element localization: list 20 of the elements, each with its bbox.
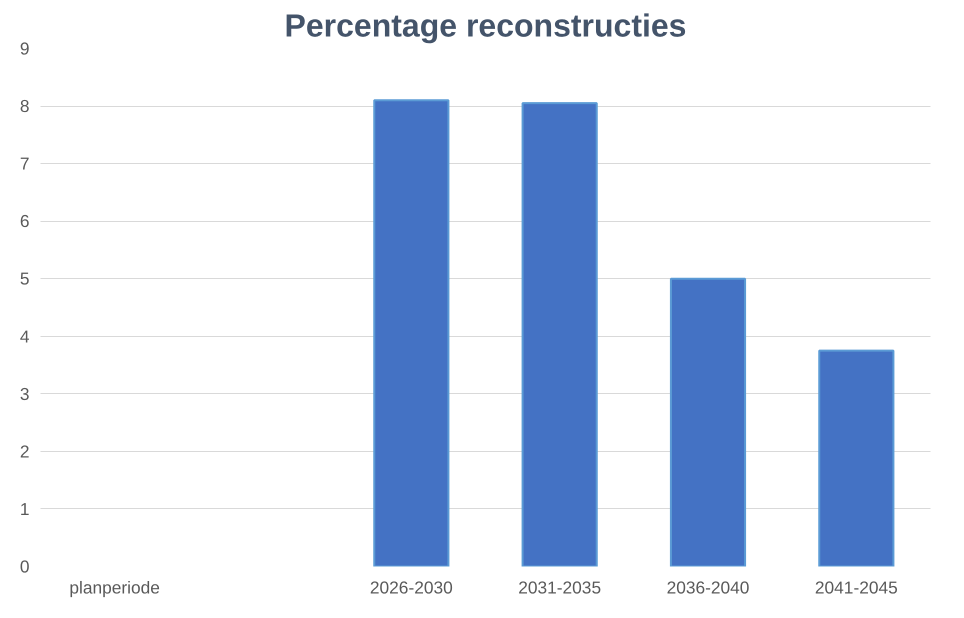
y-tick-label: 2 (20, 441, 30, 462)
y-tick-label: 0 (20, 556, 30, 576)
x-tick-label: 2031-2035 (518, 578, 602, 598)
y-tick-label: 8 (20, 96, 30, 116)
y-tick-label: 3 (20, 384, 30, 404)
x-tick-label: 2036-2040 (666, 578, 750, 598)
x-tick-label: 2026-2030 (370, 578, 453, 598)
y-tick-label: 7 (20, 154, 30, 174)
bar (373, 99, 450, 566)
bar (818, 350, 894, 566)
y-tick-label: 4 (20, 326, 30, 346)
bar (522, 102, 598, 566)
x-tick-label: planperiode (69, 578, 160, 598)
y-tick-label: 5 (20, 268, 30, 289)
bar (670, 278, 746, 566)
x-tick-label: 2041-2045 (814, 578, 898, 598)
y-tick-label: 6 (20, 211, 30, 232)
y-tick-label: 9 (20, 38, 30, 58)
chart-title: Percentage reconstructies (284, 8, 686, 44)
y-tick-label: 1 (20, 498, 30, 519)
